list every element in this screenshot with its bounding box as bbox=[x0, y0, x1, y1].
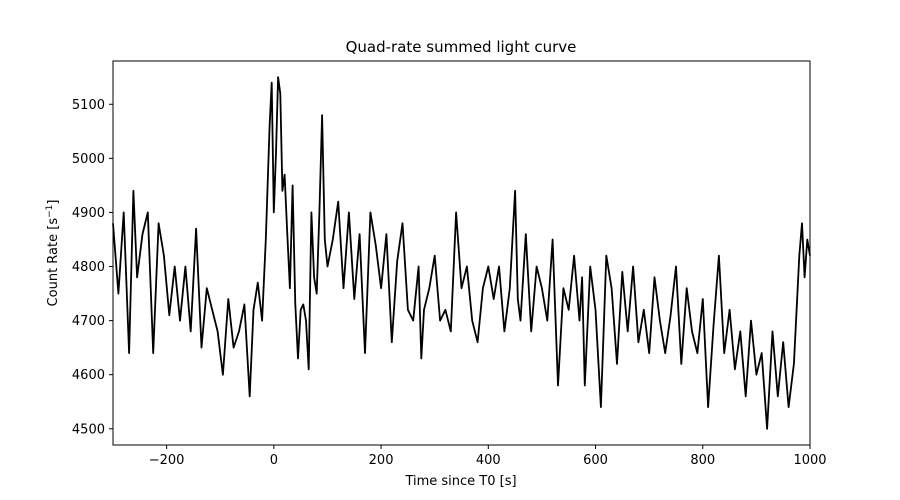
x-tick-label: 400 bbox=[476, 453, 501, 468]
y-axis: 4500 4600 4700 4800 4900 5000 5100 bbox=[72, 98, 113, 437]
plot-frame bbox=[112, 60, 811, 446]
x-tick-label: −200 bbox=[149, 453, 185, 468]
y-axis-label: Count Rate [s−1] bbox=[45, 200, 61, 307]
x-tick-label: 200 bbox=[369, 453, 394, 468]
x-tick-label: 0 bbox=[270, 453, 278, 468]
y-tick-label: 4800 bbox=[72, 260, 105, 275]
y-tick-label: 5100 bbox=[72, 98, 105, 113]
x-axis: −200 0 200 400 600 800 1000 bbox=[149, 445, 827, 468]
x-axis-label: Time since T0 [s] bbox=[404, 474, 516, 489]
y-axis-label-end: ] bbox=[46, 200, 61, 205]
y-tick-label: 4500 bbox=[72, 422, 105, 437]
x-tick-label: 800 bbox=[690, 453, 715, 468]
light-curve-line bbox=[112, 76, 811, 430]
plot-area bbox=[112, 60, 811, 446]
y-tick-label: 5000 bbox=[72, 152, 105, 167]
x-tick-label: 600 bbox=[583, 453, 608, 468]
y-axis-label-main: Count Rate [s bbox=[46, 218, 61, 307]
y-tick-label: 4900 bbox=[72, 206, 105, 221]
x-tick-label: 1000 bbox=[793, 453, 826, 468]
chart-title: Quad-rate summed light curve bbox=[346, 38, 577, 56]
y-axis-label-superscript: −1 bbox=[45, 205, 55, 218]
y-tick-label: 4600 bbox=[72, 368, 105, 383]
y-tick-label: 4700 bbox=[72, 314, 105, 329]
